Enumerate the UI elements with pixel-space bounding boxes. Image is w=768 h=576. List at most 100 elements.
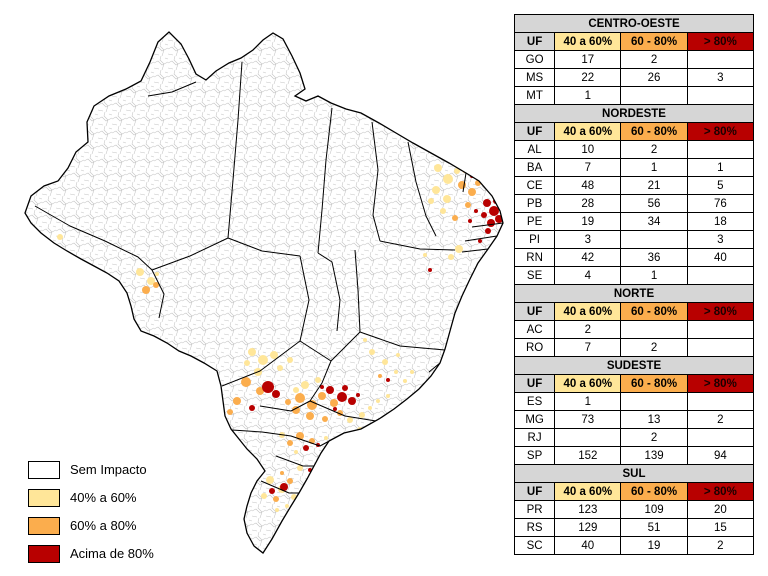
table-row: AC 2 xyxy=(513,320,755,339)
value-cell: 20 xyxy=(686,500,755,519)
column-header: UF xyxy=(513,482,556,501)
table-row: GO 17 2 xyxy=(513,50,755,69)
uf-cell: RS xyxy=(513,518,556,537)
column-header-row: UF 40 a 60% 60 - 80% > 80% xyxy=(513,482,755,501)
table-row: SC 40 19 2 xyxy=(513,536,755,555)
legend-swatch-80-plus xyxy=(28,545,60,563)
value-cell: 18 xyxy=(686,212,755,231)
legend-swatch-no-impact xyxy=(28,461,60,479)
value-cell: 1 xyxy=(686,158,755,177)
table-row: RS 129 51 15 xyxy=(513,518,755,537)
region-name: NORTE xyxy=(514,284,754,303)
table-row: PI 3 3 xyxy=(513,230,755,249)
table-row: SP 152 139 94 xyxy=(513,446,755,465)
column-header: 60 - 80% xyxy=(620,302,688,321)
value-cell: 5 xyxy=(686,176,755,195)
value-cell: 21 xyxy=(620,176,688,195)
table-row: PR 123 109 20 xyxy=(513,500,755,519)
impact-table: CENTRO-OESTE UF 40 a 60% 60 - 80% > 80% GO 17 2… xyxy=(513,14,755,555)
value-cell xyxy=(686,428,755,447)
uf-cell: BA xyxy=(513,158,556,177)
region-name: CENTRO-OESTE xyxy=(514,14,754,33)
value-cell: 1 xyxy=(620,158,688,177)
column-header: 60 - 80% xyxy=(620,122,688,141)
value-cell: 73 xyxy=(554,410,622,429)
table-row: MT 1 xyxy=(513,86,755,105)
table-row: RN 42 36 40 xyxy=(513,248,755,267)
value-cell: 109 xyxy=(620,500,688,519)
region-name: SUDESTE xyxy=(514,356,754,375)
value-cell: 4 xyxy=(554,266,622,285)
column-header: 40 a 60% xyxy=(554,122,622,141)
column-header: 40 a 60% xyxy=(554,302,622,321)
value-cell: 139 xyxy=(620,446,688,465)
region-name: NORDESTE xyxy=(514,104,754,123)
uf-cell: GO xyxy=(513,50,556,69)
value-cell: 1 xyxy=(554,392,622,411)
legend-label: 40% a 60% xyxy=(70,490,137,505)
value-cell: 7 xyxy=(554,338,622,357)
legend-label: 60% a 80% xyxy=(70,518,137,533)
column-header: UF xyxy=(513,374,556,393)
value-cell: 15 xyxy=(686,518,755,537)
value-cell: 36 xyxy=(620,248,688,267)
uf-cell: PE xyxy=(513,212,556,231)
uf-cell: AL xyxy=(513,140,556,159)
uf-cell: RO xyxy=(513,338,556,357)
value-cell: 19 xyxy=(554,212,622,231)
region-name: SUL xyxy=(514,464,754,483)
column-header-row: UF 40 a 60% 60 - 80% > 80% xyxy=(513,302,755,321)
uf-cell: MT xyxy=(513,86,556,105)
legend-label: Acima de 80% xyxy=(70,546,154,561)
impact-table-wrap: CENTRO-OESTE UF 40 a 60% 60 - 80% > 80% GO 17 2… xyxy=(513,14,755,555)
value-cell xyxy=(554,428,622,447)
value-cell xyxy=(620,230,688,249)
legend-swatch-40-60 xyxy=(28,489,60,507)
value-cell xyxy=(686,338,755,357)
value-cell: 123 xyxy=(554,500,622,519)
value-cell xyxy=(620,86,688,105)
table-row: PB 28 56 76 xyxy=(513,194,755,213)
table-row: ES 1 xyxy=(513,392,755,411)
table-row: MG 73 13 2 xyxy=(513,410,755,429)
uf-cell: PR xyxy=(513,500,556,519)
region-header-row: NORDESTE xyxy=(514,104,754,123)
uf-cell: ES xyxy=(513,392,556,411)
value-cell: 2 xyxy=(686,410,755,429)
table-row: SE 4 1 xyxy=(513,266,755,285)
table-row: PE 19 34 18 xyxy=(513,212,755,231)
value-cell xyxy=(686,86,755,105)
value-cell: 1 xyxy=(620,266,688,285)
value-cell: 40 xyxy=(686,248,755,267)
value-cell: 10 xyxy=(554,140,622,159)
table-row: RJ 2 xyxy=(513,428,755,447)
legend-item: Acima de 80% xyxy=(28,545,154,563)
value-cell: 48 xyxy=(554,176,622,195)
column-header: 60 - 80% xyxy=(620,374,688,393)
value-cell: 22 xyxy=(554,68,622,87)
table-row: RO 7 2 xyxy=(513,338,755,357)
table-row: MS 22 26 3 xyxy=(513,68,755,87)
uf-cell: PI xyxy=(513,230,556,249)
value-cell: 40 xyxy=(554,536,622,555)
value-cell xyxy=(686,50,755,69)
value-cell: 34 xyxy=(620,212,688,231)
region-header-row: CENTRO-OESTE xyxy=(514,14,754,33)
table-row: AL 10 2 xyxy=(513,140,755,159)
value-cell: 3 xyxy=(554,230,622,249)
column-header-row: UF 40 a 60% 60 - 80% > 80% xyxy=(513,374,755,393)
legend-label: Sem Impacto xyxy=(70,462,147,477)
uf-cell: RN xyxy=(513,248,556,267)
value-cell: 2 xyxy=(686,536,755,555)
column-header: > 80% xyxy=(686,302,755,321)
value-cell xyxy=(686,266,755,285)
value-cell: 13 xyxy=(620,410,688,429)
value-cell: 3 xyxy=(686,68,755,87)
value-cell: 2 xyxy=(620,50,688,69)
table-row: BA 7 1 1 xyxy=(513,158,755,177)
column-header: UF xyxy=(513,122,556,141)
column-header-row: UF 40 a 60% 60 - 80% > 80% xyxy=(513,32,755,51)
uf-cell: RJ xyxy=(513,428,556,447)
value-cell xyxy=(620,392,688,411)
uf-cell: PB xyxy=(513,194,556,213)
